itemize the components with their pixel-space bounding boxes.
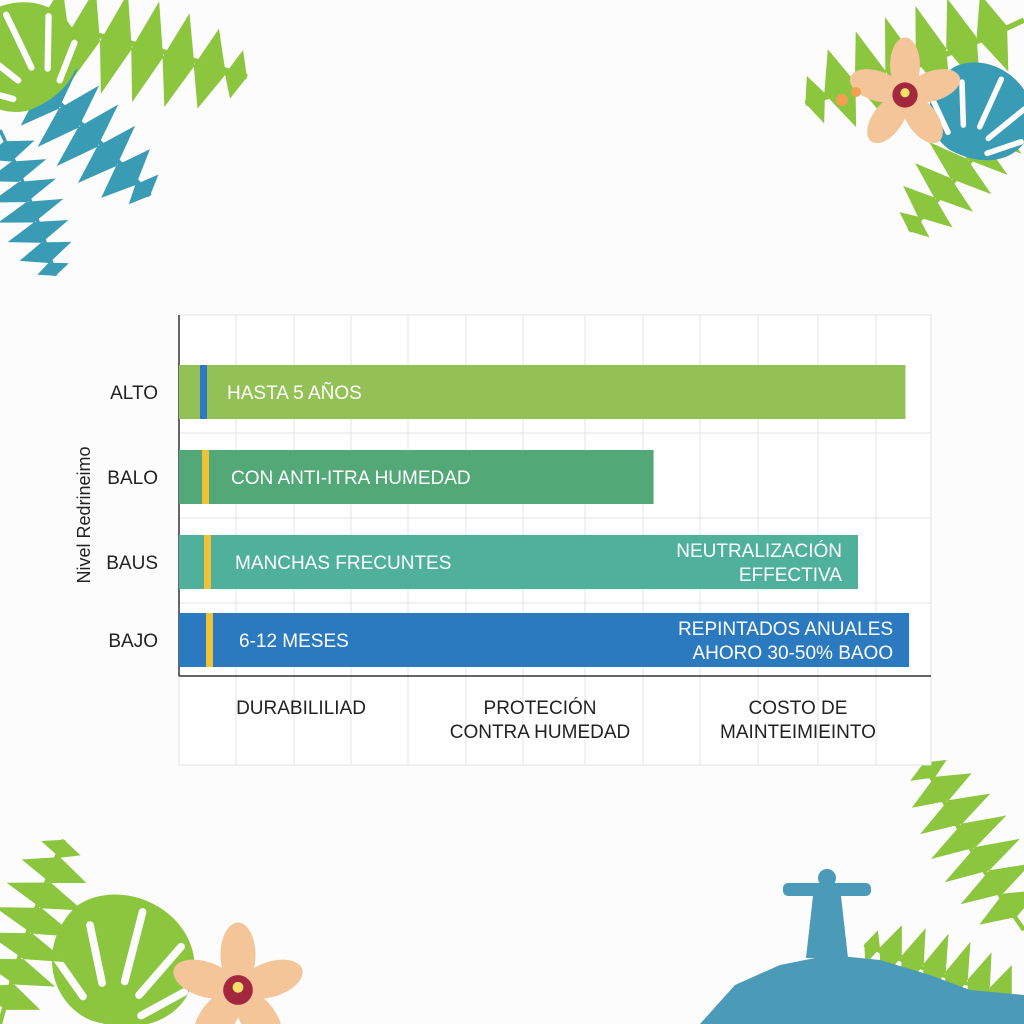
bar-annotation: AHORO 30-50% BAOO	[692, 643, 893, 664]
y-axis-label: Nivel Redrineimo	[74, 446, 94, 583]
bar-label: HASTA 5 AÑOS	[227, 382, 362, 404]
orchid-flower-icon	[168, 922, 308, 1024]
bar	[179, 365, 906, 419]
bar-marker	[202, 450, 209, 504]
bar-annotation: REPINTADOS ANUALES	[678, 619, 893, 640]
x-group-label: CONTRA HUMEDAD	[450, 722, 631, 743]
christ-the-redeemer-statue-icon	[700, 869, 1024, 1024]
x-group-labels-layer: DURABILILIAD PROTECIÓN CONTRA HUMEDAD COSTO…	[236, 697, 876, 743]
y-tick-label: BAJO	[108, 631, 158, 652]
bar	[179, 450, 654, 504]
x-group-label: MAINTEIMIEINTO	[720, 722, 876, 743]
bar-marker	[204, 535, 211, 589]
orchid-flower-icon	[836, 37, 965, 151]
bar-marker	[200, 365, 207, 419]
x-group-label: COSTO DE	[749, 698, 848, 719]
x-group-label: DURABILILIAD	[236, 698, 366, 719]
horizontal-bar-chart: HASTA 5 AÑOS CON ANTI-ITRA HUMEDAD MANCHAS…	[74, 314, 932, 766]
bar-marker	[206, 613, 213, 667]
bar	[179, 613, 910, 667]
tick-labels-layer: ALTO BALO BAUS BAJO	[106, 383, 158, 652]
bar-label: CON ANTI-ITRA HUMEDAD	[231, 468, 471, 489]
bar	[179, 535, 858, 589]
x-group-label: PROTECIÓN	[484, 697, 597, 719]
bar-annotation: NEUTRALIZACIÓN	[676, 540, 842, 562]
y-tick-label: BAUS	[106, 553, 158, 574]
y-tick-label: ALTO	[110, 383, 158, 404]
bar-label: MANCHAS FRECUNTES	[235, 553, 451, 574]
bar-annotation: EFFECTIVA	[739, 565, 842, 586]
bar-label: 6-12 MESES	[239, 631, 349, 652]
y-tick-label: BALO	[107, 468, 158, 489]
bars-layer: HASTA 5 AÑOS CON ANTI-ITRA HUMEDAD MANCHAS…	[179, 365, 910, 667]
